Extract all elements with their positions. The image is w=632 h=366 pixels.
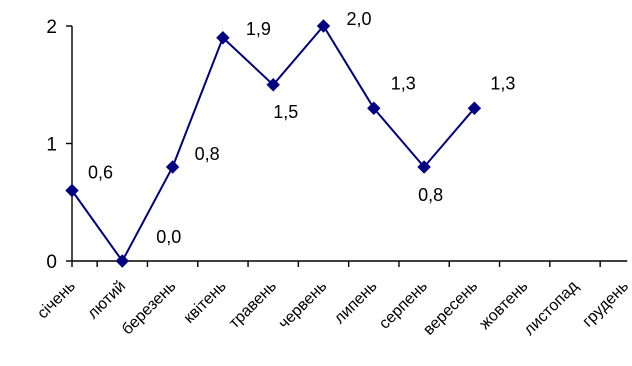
axes (71, 26, 628, 262)
x-tick-label: травень (226, 278, 280, 332)
x-tick-label: січень (34, 278, 79, 323)
data-label: 0,8 (195, 144, 220, 164)
data-point-marker (316, 19, 331, 33)
x-tick-label: червень (276, 278, 331, 333)
data-point-marker (417, 160, 431, 174)
x-tick-label: липень (331, 278, 381, 328)
data-label: 0,6 (88, 163, 113, 183)
data-point-marker (115, 254, 130, 268)
data-label: 0,8 (418, 185, 443, 205)
data-labels: 0,6 0,0 0,8 1,9 1,5 2,0 1,3 0,8 1,3 (88, 9, 515, 247)
y-axis-ticks: 0 1 2 (46, 17, 72, 273)
x-tick-label: грудень (579, 278, 632, 331)
y-tick-label: 0 (46, 252, 57, 273)
data-point-marker (266, 78, 280, 92)
x-tick-label: листопад (521, 277, 582, 338)
data-label: 2,0 (347, 9, 372, 29)
data-point-marker (467, 101, 482, 115)
data-point-marker (367, 101, 381, 115)
x-tick-label: лютий (84, 278, 129, 323)
x-tick-label: квітень (181, 278, 230, 327)
x-tick-label: березень (119, 278, 180, 339)
data-point-marker (65, 183, 79, 198)
data-label: 1,9 (246, 19, 271, 39)
data-label: 1,3 (490, 73, 515, 93)
series-line (71, 24, 476, 263)
y-tick-label: 2 (46, 17, 57, 38)
data-point-marker (165, 160, 180, 174)
data-point-marker (216, 31, 230, 45)
y-tick-label: 1 (46, 135, 57, 156)
data-label: 1,3 (391, 73, 416, 93)
series-group (65, 19, 482, 268)
data-label: 0,0 (156, 227, 181, 247)
data-label: 1,5 (273, 102, 298, 122)
x-tick-label: вересень (420, 278, 481, 339)
